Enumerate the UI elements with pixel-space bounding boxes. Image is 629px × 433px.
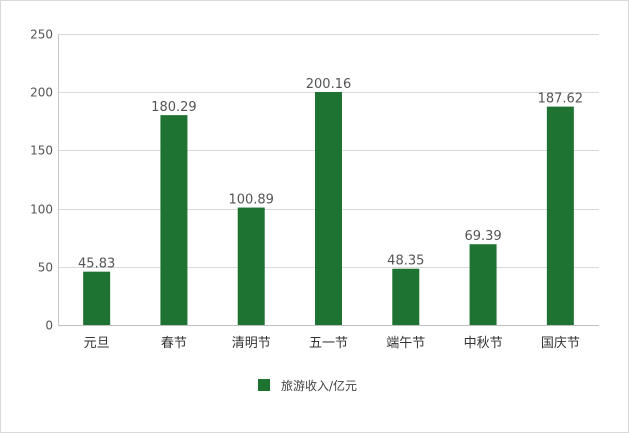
x-tick-label: 端午节 (386, 336, 425, 351)
legend-swatch (258, 379, 270, 391)
data-label: 45.83 (78, 257, 115, 272)
legend-label: 旅游收入/亿元 (281, 378, 357, 393)
x-tick-label: 春节 (161, 336, 187, 351)
legend: 旅游收入/亿元 (258, 378, 357, 393)
x-tick-label: 元旦 (84, 336, 110, 351)
bar (237, 207, 265, 325)
bar (83, 271, 111, 325)
x-tick-label: 国庆节 (541, 336, 580, 351)
bar (392, 268, 420, 325)
data-label: 69.39 (464, 229, 501, 244)
bars (83, 92, 574, 325)
data-label: 187.62 (538, 92, 584, 107)
y-tick-label: 150 (30, 144, 53, 158)
data-label: 180.29 (151, 100, 197, 115)
y-tick-label: 0 (45, 319, 53, 333)
y-tick-label: 50 (38, 261, 53, 275)
x-tick-label: 清明节 (232, 336, 271, 351)
y-axis: 0 50 100 150 200 250 (30, 28, 59, 333)
x-tick-label: 中秋节 (464, 336, 503, 351)
data-label: 100.89 (228, 193, 274, 208)
y-tick-label: 250 (30, 28, 53, 42)
y-tick-label: 100 (30, 203, 53, 217)
bar (546, 106, 574, 325)
x-axis: 元旦 春节 清明节 五一节 端午节 中秋节 国庆节 (58, 325, 599, 351)
bar (160, 115, 188, 325)
data-label: 200.16 (306, 77, 352, 92)
y-tick-label: 200 (30, 86, 53, 100)
data-label: 48.35 (387, 254, 424, 269)
bar (315, 92, 342, 325)
data-labels: 45.83 180.29 100.89 200.16 48.35 69.39 187.62 (78, 77, 583, 272)
bar (469, 244, 497, 325)
x-tick-label: 五一节 (309, 336, 348, 351)
